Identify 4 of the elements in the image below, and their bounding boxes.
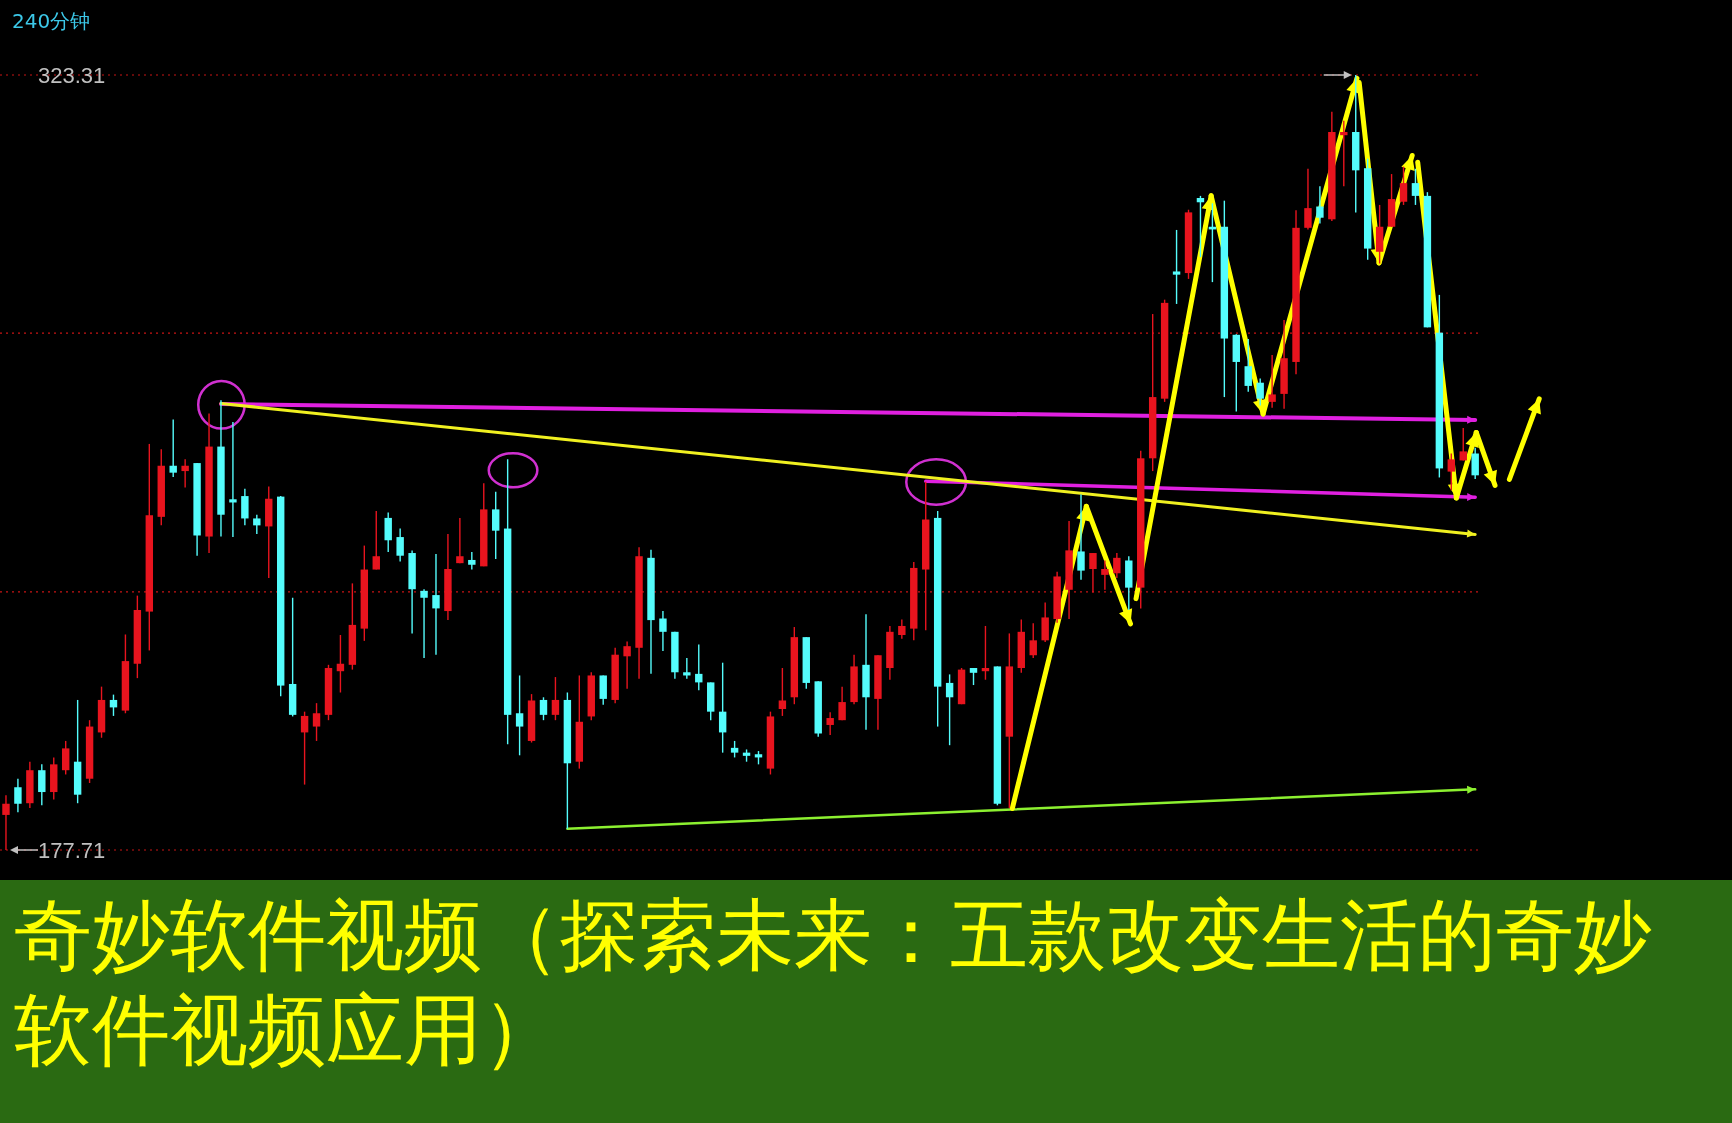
text: 奇妙软件视频（探索未来：五款改变生活的奇妙软件视频应用） [14, 889, 1653, 1078]
y-tick-label: 177.71 [38, 837, 106, 863]
chart-subtitle: 240分钟 [12, 8, 91, 35]
y-tick-label: 323.31 [38, 62, 106, 88]
